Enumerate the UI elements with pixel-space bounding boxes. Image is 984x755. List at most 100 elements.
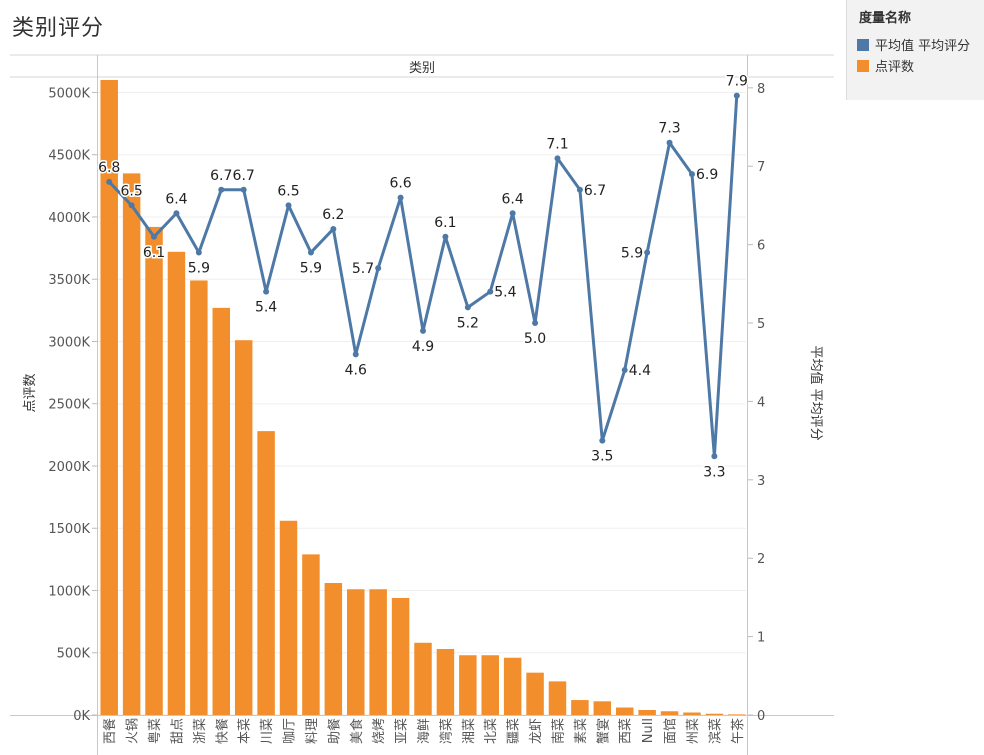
bar[interactable] [414, 642, 432, 715]
bar[interactable] [167, 251, 186, 715]
x-category-label: Null [641, 718, 656, 743]
bar[interactable] [526, 672, 544, 715]
x-category-label: 烧烤 [372, 718, 387, 744]
bar[interactable] [279, 520, 298, 715]
line-data-label: 6.9 [696, 167, 718, 183]
line-data-label: 5.4 [494, 285, 516, 301]
bar[interactable] [391, 597, 410, 715]
line-point[interactable] [733, 92, 740, 99]
bar[interactable] [145, 226, 163, 716]
x-category-label: 火锅 [125, 718, 141, 744]
line-data-label: 4.9 [412, 339, 434, 355]
line-data-label: 6.1 [143, 245, 165, 261]
bar[interactable] [302, 554, 320, 715]
bar[interactable] [548, 681, 567, 715]
x-category-labels: 西餐 火锅 粤菜 甜点 浙菜 快餐 本菜 川菜 咖厅 料理 助餐 美食 烧烤 亚菜 海鲜 湾菜 湘菜 北菜 疆菜 龙虾… [102, 718, 746, 744]
legend-item-avg-rating[interactable]: 平均值 平均评分 [857, 35, 970, 54]
line-point[interactable] [442, 233, 449, 240]
bar[interactable] [571, 700, 589, 715]
bar[interactable] [593, 701, 612, 715]
bar[interactable] [660, 711, 679, 715]
line-point[interactable] [263, 288, 270, 295]
bar[interactable] [615, 707, 634, 715]
x-category-label: 西餐 [102, 718, 118, 744]
line-data-label: 6.1 [434, 215, 456, 231]
line-point[interactable] [352, 351, 359, 358]
x-category-label: 本菜 [238, 718, 253, 744]
line-data-label: 5.0 [524, 331, 546, 347]
y-right-tick-label: 7 [757, 160, 765, 175]
bar[interactable] [459, 655, 477, 715]
x-category-label: 南菜 [550, 718, 566, 744]
line-point[interactable] [195, 249, 202, 256]
line-point[interactable] [375, 265, 382, 272]
line-data-label: 6.7 [210, 168, 232, 184]
line-data-label: 5.9 [300, 260, 322, 276]
bar[interactable] [190, 280, 208, 715]
line-point[interactable] [599, 437, 606, 444]
line-point[interactable] [397, 194, 404, 201]
y-left-tick-label: 2000K [48, 460, 90, 475]
y-right-axis-label: 平均值 平均评分 [808, 345, 824, 440]
line-point[interactable] [621, 367, 628, 374]
line-series: 6.86.56.16.45.96.7 6.75.46.55.96.24.65.76… [97, 72, 750, 482]
line-point[interactable] [173, 210, 180, 217]
bar[interactable] [728, 714, 746, 715]
bar[interactable] [324, 583, 343, 715]
combo-chart: 类别 点评数 平均值 平均评分 0K500K1000K1500K2000K250… [10, 54, 834, 755]
y-left-tick-label: 3000K [48, 335, 90, 350]
x-category-label: 海鲜 [417, 718, 432, 744]
bar[interactable] [369, 589, 387, 715]
x-category-label: 湾菜 [438, 718, 454, 744]
y-left-tick-label: 0K [73, 709, 90, 724]
x-category-label: 亚菜 [395, 718, 410, 744]
line-point[interactable] [307, 249, 314, 256]
y-left-tick-label: 1500K [48, 522, 90, 537]
line-point[interactable] [576, 186, 583, 193]
bar[interactable] [638, 710, 656, 715]
legend-title: 度量名称 [859, 11, 912, 26]
bar[interactable] [234, 340, 253, 715]
bar[interactable] [257, 431, 275, 715]
bar[interactable] [100, 80, 118, 715]
line-point[interactable] [128, 202, 135, 209]
line-point[interactable] [285, 202, 292, 209]
x-category-label: 料理 [305, 718, 320, 744]
y-right-tick-label: 5 [757, 317, 765, 332]
legend-item-review-count[interactable]: 点评数 [857, 56, 914, 75]
line-point[interactable] [151, 233, 158, 240]
line-point[interactable] [532, 320, 539, 327]
bar[interactable] [436, 649, 455, 715]
bar[interactable] [481, 655, 499, 715]
line-point[interactable] [509, 210, 516, 217]
line-point[interactable] [330, 225, 337, 232]
y-left-tick-label: 3500K [48, 273, 90, 288]
line-point[interactable] [711, 453, 718, 460]
line-data-label: 4.6 [345, 362, 367, 378]
bar[interactable] [683, 712, 701, 715]
bar[interactable] [122, 173, 141, 715]
y-left-tick-label: 5000K [48, 86, 90, 101]
line-data-label: 5.9 [621, 245, 643, 261]
line-point[interactable] [218, 186, 225, 193]
bar[interactable] [705, 713, 724, 715]
line-data-label: 6.7 [233, 168, 255, 184]
x-category-label: 滨菜 [707, 718, 723, 744]
x-category-label: 午茶 [730, 718, 746, 744]
line-point[interactable] [106, 178, 113, 185]
line-point[interactable] [666, 139, 673, 146]
line-data-label: 6.5 [120, 183, 142, 199]
bar[interactable] [503, 657, 522, 715]
bar[interactable] [347, 589, 365, 715]
line-point[interactable] [487, 288, 494, 295]
line-point[interactable] [644, 249, 651, 256]
line-point[interactable] [554, 155, 561, 162]
line-point[interactable] [688, 171, 695, 178]
x-category-label: 粤菜 [147, 718, 163, 744]
line-point[interactable] [464, 304, 471, 311]
y-left-tick-label: 500K [57, 647, 91, 662]
line-point[interactable] [420, 327, 426, 334]
x-category-label: 甜点 [169, 718, 185, 744]
bar[interactable] [212, 307, 231, 715]
line-point[interactable] [240, 186, 247, 193]
